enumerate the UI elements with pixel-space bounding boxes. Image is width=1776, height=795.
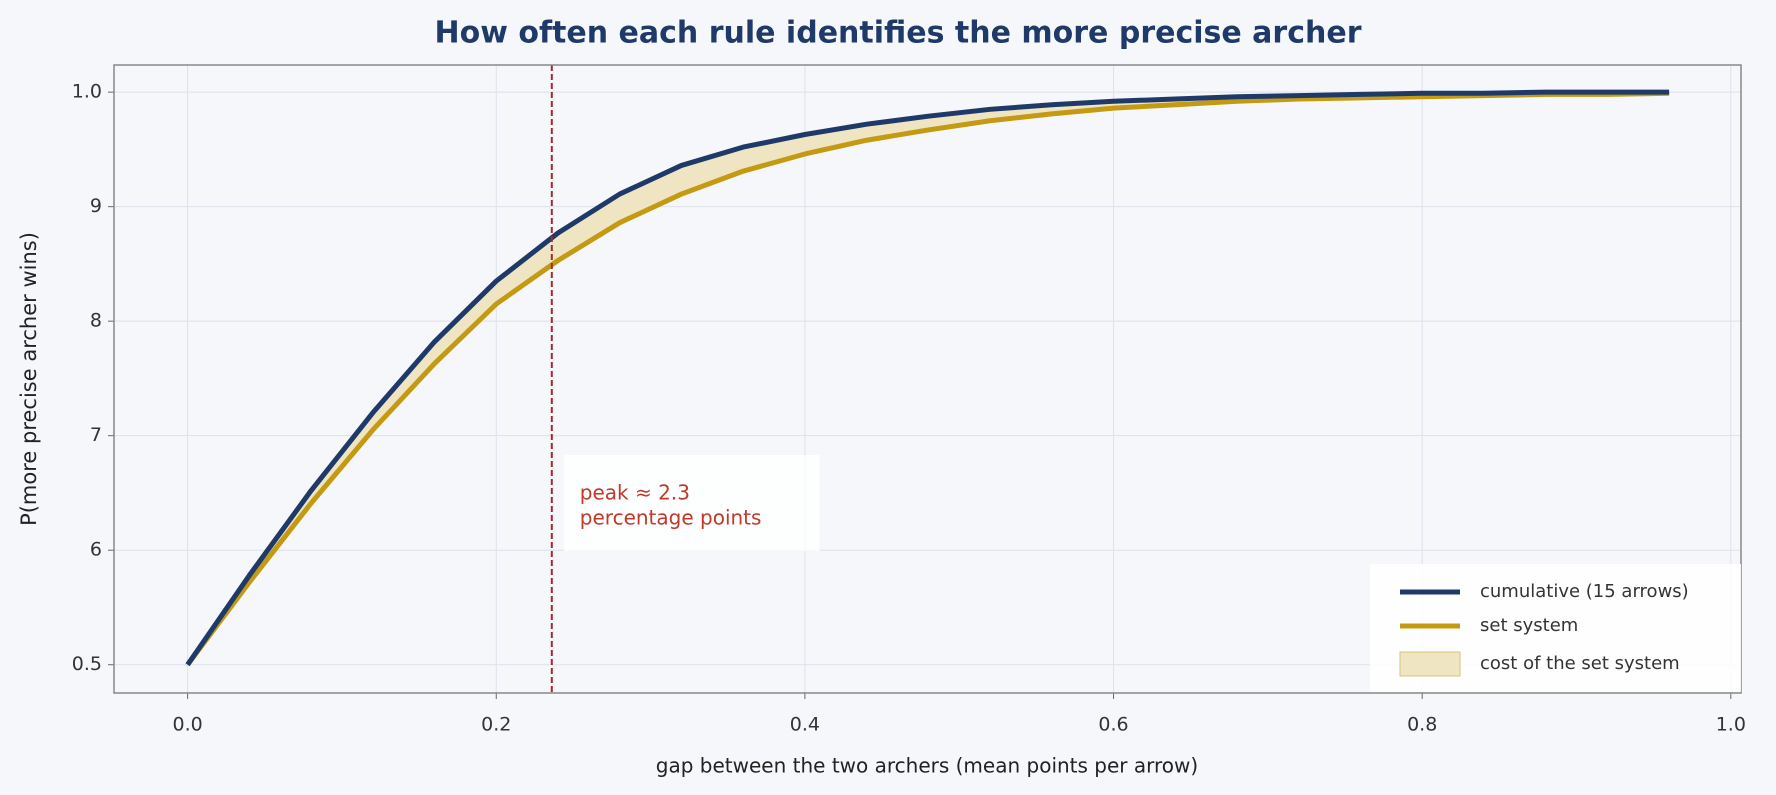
x-tick-label: 0.8 <box>1407 714 1437 736</box>
series-line <box>185 90 1670 667</box>
legend-swatch <box>1399 651 1461 677</box>
y-tick-label: 8 <box>90 310 102 332</box>
x-tick-label: 0.4 <box>790 714 820 736</box>
axes-frame <box>113 64 1742 694</box>
y-tick-label: 6 <box>90 539 102 561</box>
annotation: percentage points <box>580 506 762 530</box>
annotation-box <box>563 455 820 551</box>
legend-label: cumulative (15 arrows) <box>1480 581 1689 602</box>
y-axis-label: P(more precise archer wins) <box>17 232 41 526</box>
y-tick-label: 0.5 <box>72 653 102 675</box>
x-axis-label: gap between the two archers (mean points… <box>656 754 1198 778</box>
annotation: peak ≈ 2.3 <box>580 481 690 505</box>
y-tick-label: 9 <box>90 195 102 217</box>
x-tick-label: 0.6 <box>1098 714 1128 736</box>
series-line <box>185 89 1670 667</box>
x-tick-label: 0.0 <box>173 714 203 736</box>
y-tick-label: 7 <box>90 424 102 446</box>
chart-title: How often each rule identifies the more … <box>435 16 1362 51</box>
y-tick-label: 1.0 <box>72 81 102 103</box>
legend-label: cost of the set system <box>1480 653 1680 674</box>
x-tick-label: 1.0 <box>1716 714 1746 736</box>
x-tick-label: 0.2 <box>481 714 511 736</box>
legend-label: set system <box>1480 615 1578 636</box>
